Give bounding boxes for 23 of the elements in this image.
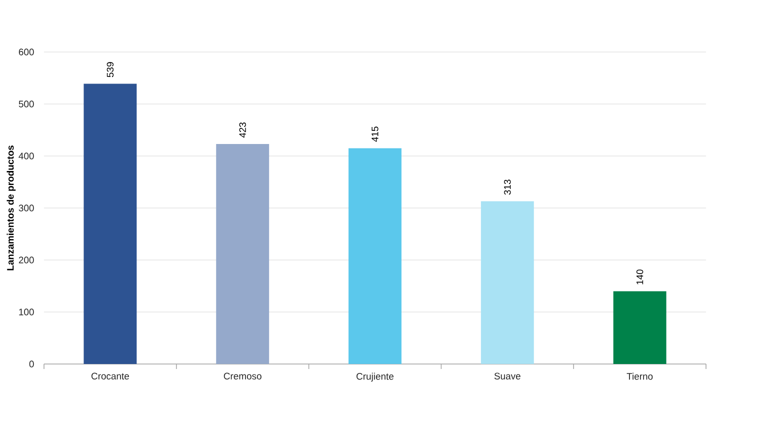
bar bbox=[613, 291, 666, 364]
data-label: 140 bbox=[636, 270, 644, 284]
y-axis-title: Lanzamientos de productos bbox=[6, 146, 16, 270]
bar bbox=[84, 84, 137, 364]
y-tick-label: 0 bbox=[29, 360, 34, 368]
x-tick-label: Crocante bbox=[91, 372, 129, 380]
x-tick-label: Tierno bbox=[626, 372, 653, 380]
x-tick-label: Cremoso bbox=[224, 372, 262, 380]
y-tick-label: 500 bbox=[18, 100, 34, 108]
y-tick-label: 100 bbox=[19, 308, 34, 316]
data-label: 539 bbox=[106, 62, 114, 78]
bar bbox=[216, 144, 270, 364]
data-label: 313 bbox=[504, 180, 511, 195]
bar bbox=[348, 148, 402, 364]
data-label: 415 bbox=[372, 126, 378, 142]
y-tick-label: 400 bbox=[18, 152, 34, 160]
y-tick-label: 600 bbox=[18, 48, 34, 56]
bar bbox=[480, 201, 534, 364]
y-tick-label: 300 bbox=[18, 204, 34, 212]
x-tick-label: Suave bbox=[494, 372, 520, 380]
y-tick-label: 200 bbox=[18, 256, 34, 264]
data-label: 423 bbox=[239, 122, 246, 138]
x-tick-label: Crujiente bbox=[356, 372, 394, 382]
